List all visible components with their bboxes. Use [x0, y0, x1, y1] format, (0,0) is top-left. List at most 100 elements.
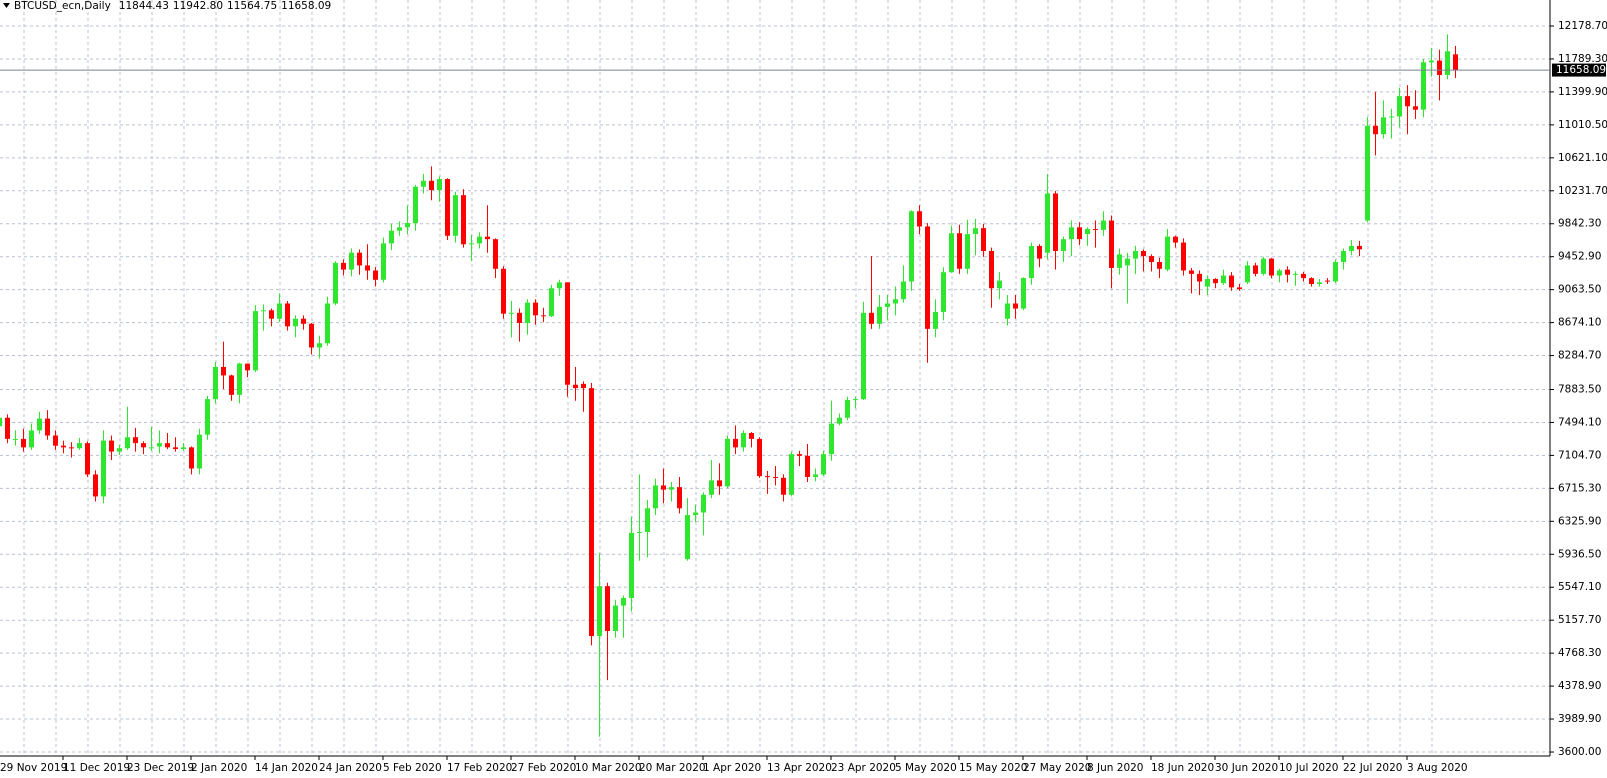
candle-body	[1205, 278, 1210, 287]
candle-body	[445, 179, 450, 236]
candle-body	[541, 315, 546, 317]
candle-body	[501, 268, 506, 314]
candle-body	[1389, 116, 1394, 118]
candle-body	[1269, 258, 1274, 276]
y-tick-label: 9452.90	[1558, 251, 1601, 263]
candle-body	[1077, 227, 1082, 240]
candle-body	[741, 432, 746, 448]
candle-body	[1301, 273, 1306, 279]
candle-body	[1133, 251, 1138, 259]
candle-body	[397, 227, 402, 231]
candle-body	[1365, 125, 1370, 221]
x-tick-label: 10 Jul 2020	[1279, 762, 1338, 774]
candle-body	[421, 180, 426, 187]
candle-body	[509, 312, 514, 314]
candle-body	[1117, 254, 1122, 268]
candle-body	[93, 474, 98, 497]
candle-body	[221, 366, 226, 376]
candle-body	[373, 270, 378, 280]
y-tick-label: 7494.10	[1558, 416, 1601, 428]
header-value: 11844.43	[119, 0, 169, 12]
candle-body	[261, 310, 266, 312]
candle-body	[1125, 258, 1130, 266]
candle-body	[429, 180, 434, 191]
y-tick-label: 9842.30	[1558, 218, 1601, 230]
y-tick-label: 6325.90	[1558, 515, 1601, 527]
candle-body	[765, 476, 770, 478]
candle-body	[1229, 275, 1234, 288]
candle-body	[1197, 273, 1202, 282]
candle-body	[661, 485, 666, 490]
candle-body	[1429, 60, 1434, 63]
candle-body	[757, 438, 762, 477]
candle-body	[21, 438, 26, 448]
y-tick-label: 5936.50	[1558, 548, 1601, 560]
candle-body	[1045, 193, 1050, 253]
candle-body	[1085, 229, 1090, 235]
candle-body	[133, 437, 138, 444]
candle-body	[101, 440, 106, 497]
x-tick-label: 13 Apr 2020	[767, 762, 832, 774]
candle-body	[285, 303, 290, 327]
candle-body	[141, 443, 146, 448]
y-tick-label: 10231.70	[1558, 185, 1607, 197]
y-tick-label: 5157.70	[1558, 614, 1601, 626]
candle-body	[1221, 275, 1226, 284]
candle-body	[325, 303, 330, 344]
x-tick-label: 3 Aug 2020	[1407, 762, 1468, 774]
candle-body	[1237, 287, 1242, 290]
candle-body	[821, 454, 826, 475]
candle-body	[869, 312, 874, 324]
header-value: 11658.09	[281, 0, 331, 12]
candle-body	[581, 383, 586, 389]
candle-body	[237, 363, 242, 395]
candle-body	[557, 282, 562, 289]
candle-body	[1397, 96, 1402, 117]
candle-body	[1029, 245, 1034, 279]
candle-body	[197, 434, 202, 469]
candle-body	[253, 311, 258, 371]
candle-body	[645, 508, 650, 532]
candle-body	[1421, 62, 1426, 110]
candle-body	[1037, 245, 1042, 259]
y-tick-label: 10621.10	[1558, 152, 1607, 164]
x-tick-label: 14 Jan 2020	[255, 762, 318, 774]
candle-body	[693, 512, 698, 516]
y-tick-label: 7104.70	[1558, 449, 1601, 461]
candle-body	[565, 282, 570, 385]
y-tick-label: 11789.30	[1558, 53, 1607, 65]
y-tick-label: 3600.00	[1558, 746, 1601, 758]
candle-body	[621, 597, 626, 606]
candle-body	[5, 417, 10, 439]
x-tick-label: 22 Jul 2020	[1343, 762, 1402, 774]
y-tick-label: 3989.90	[1558, 713, 1601, 725]
candle-body	[1245, 265, 1250, 283]
candle-body	[61, 445, 66, 448]
candle-body	[213, 366, 218, 400]
candle-body	[77, 443, 82, 449]
candle-body	[637, 531, 642, 533]
y-tick-label: 6715.30	[1558, 482, 1601, 494]
candle-body	[709, 480, 714, 495]
candle-body	[1109, 220, 1114, 268]
candle-body	[1005, 303, 1010, 319]
candle-body	[717, 480, 722, 487]
candle-body	[485, 236, 490, 240]
candle-body	[189, 447, 194, 469]
candle-body	[989, 251, 994, 289]
candle-body	[1173, 236, 1178, 243]
candle-body	[317, 343, 322, 348]
candle-body	[605, 586, 610, 632]
candle-body	[1373, 125, 1378, 135]
candle-body	[333, 262, 338, 304]
x-tick-label: 17 Feb 2020	[447, 762, 512, 774]
last-price-label: 11658.09	[1556, 64, 1606, 76]
candle-body	[245, 363, 250, 371]
candle-body	[1413, 106, 1418, 110]
candle-body	[1437, 60, 1442, 75]
candle-body	[1261, 258, 1266, 274]
candle-body	[973, 228, 978, 235]
